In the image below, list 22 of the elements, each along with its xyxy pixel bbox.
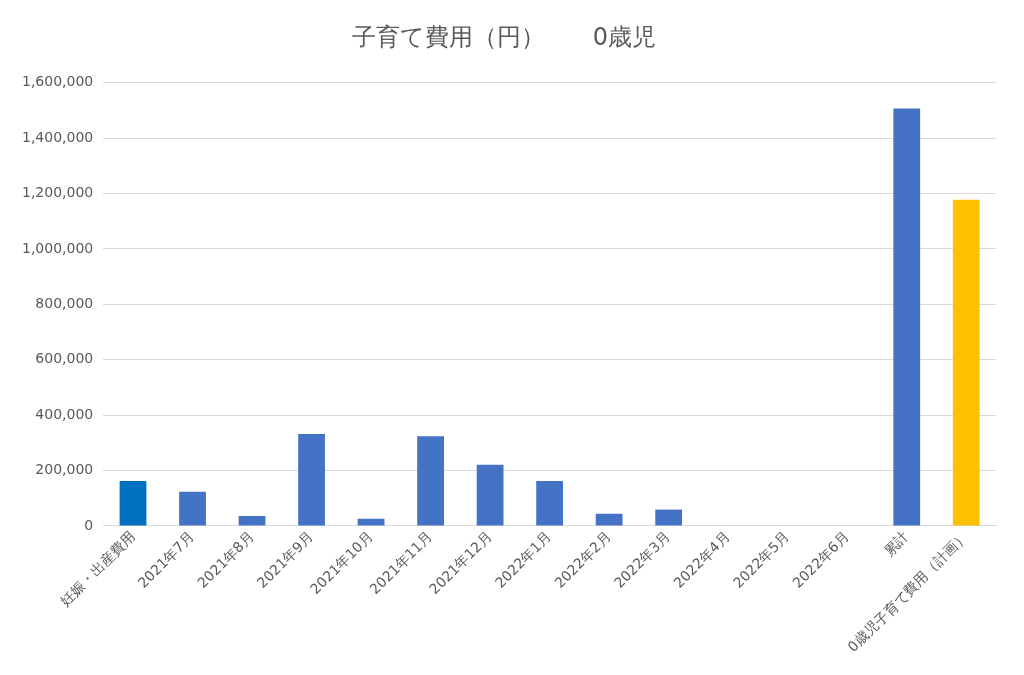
y-tick-label: 1,000,000 — [21, 239, 94, 256]
bar — [298, 433, 325, 526]
bar — [893, 108, 921, 526]
bar — [417, 436, 444, 526]
bar — [952, 199, 980, 526]
y-tick-label: 1,600,000 — [21, 73, 94, 90]
y-tick-label: 800,000 — [35, 295, 94, 311]
bar — [238, 515, 266, 526]
bar — [179, 491, 206, 526]
y-tick-label: 1,400,000 — [21, 128, 94, 145]
bar — [595, 513, 623, 526]
bar — [119, 481, 147, 526]
x-tick-label: 累計 — [880, 528, 912, 560]
y-tick-label: 600,000 — [35, 350, 94, 367]
chart-title: 子育て費用（円） 0歳児 — [351, 22, 657, 51]
y-tick-label: 200,000 — [35, 461, 94, 478]
bar — [536, 481, 564, 526]
y-tick-label: 0 — [84, 516, 94, 533]
bar — [476, 464, 504, 526]
y-tick-label: 1,200,000 — [21, 184, 94, 201]
bar — [655, 509, 683, 526]
y-tick-label: 400,000 — [35, 405, 94, 422]
